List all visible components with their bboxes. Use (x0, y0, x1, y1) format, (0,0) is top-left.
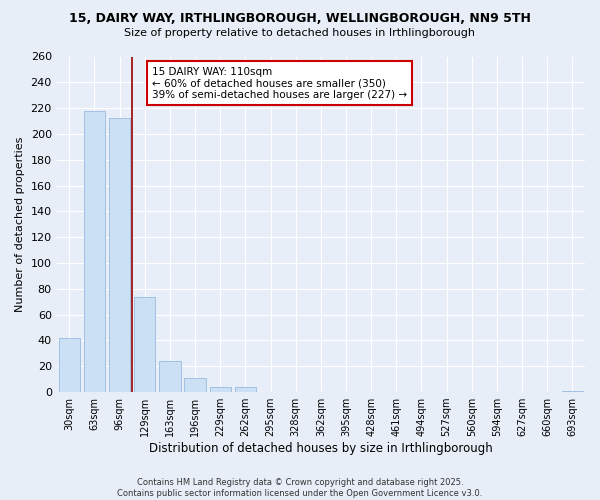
Text: 15, DAIRY WAY, IRTHLINGBOROUGH, WELLINGBOROUGH, NN9 5TH: 15, DAIRY WAY, IRTHLINGBOROUGH, WELLINGB… (69, 12, 531, 26)
Text: Contains HM Land Registry data © Crown copyright and database right 2025.
Contai: Contains HM Land Registry data © Crown c… (118, 478, 482, 498)
Bar (184, 378, 206, 392)
Y-axis label: Number of detached properties: Number of detached properties (15, 136, 25, 312)
Bar (209, 387, 231, 392)
Bar (84, 110, 105, 392)
Bar (109, 118, 130, 392)
Bar (134, 296, 155, 392)
Bar (59, 338, 80, 392)
Text: Size of property relative to detached houses in Irthlingborough: Size of property relative to detached ho… (125, 28, 476, 38)
Bar (159, 361, 181, 392)
Text: 15 DAIRY WAY: 110sqm
← 60% of detached houses are smaller (350)
39% of semi-deta: 15 DAIRY WAY: 110sqm ← 60% of detached h… (152, 66, 407, 100)
Bar (235, 387, 256, 392)
X-axis label: Distribution of detached houses by size in Irthlingborough: Distribution of detached houses by size … (149, 442, 493, 455)
Bar (562, 391, 583, 392)
